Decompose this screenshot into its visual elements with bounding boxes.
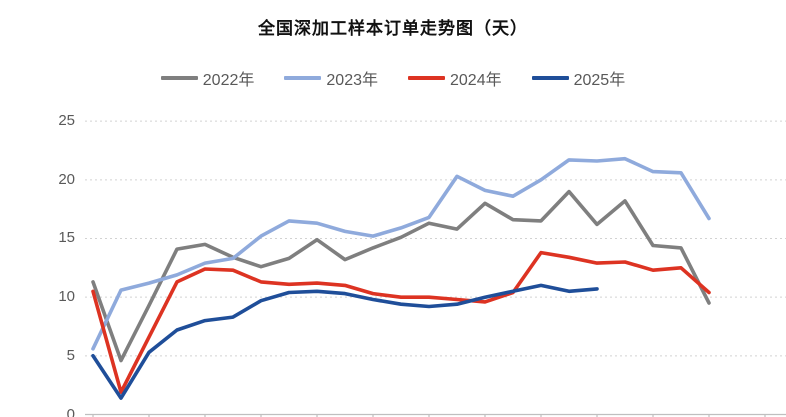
- legend-label: 2023年: [326, 72, 378, 89]
- legend-swatch: [160, 76, 198, 80]
- legend-label: 2024年: [450, 72, 502, 89]
- y-axis-label-0: 0: [66, 405, 75, 417]
- y-axis-label-15: 15: [58, 229, 75, 247]
- legend-swatch: [284, 76, 322, 80]
- series-line-2024: [91, 250, 711, 395]
- y-axis-label-5: 5: [66, 346, 75, 364]
- chart-title: 全国深加工样本订单走势图（天）: [258, 19, 528, 38]
- series-line-2023: [91, 156, 711, 351]
- legend-item-2022: 2022年: [160, 66, 255, 90]
- legend-swatch: [531, 76, 569, 80]
- series-line-2022: [91, 189, 711, 363]
- series-line-2025: [91, 283, 599, 400]
- y-axis-label-20: 20: [58, 170, 75, 188]
- legend-item-2025: 2025年: [531, 66, 626, 90]
- legend-label: 2025年: [573, 72, 626, 89]
- y-axis-label-25: 25: [58, 112, 75, 130]
- legend-swatch: [408, 76, 445, 80]
- legend-label: 2022年: [202, 72, 255, 89]
- chart-legend: 2022年 2023年 2024年 2025年: [0, 66, 786, 90]
- legend-item-2024: 2024年: [408, 66, 502, 90]
- y-axis-label-10: 10: [58, 288, 75, 306]
- legend-item-2023: 2023年: [284, 66, 378, 90]
